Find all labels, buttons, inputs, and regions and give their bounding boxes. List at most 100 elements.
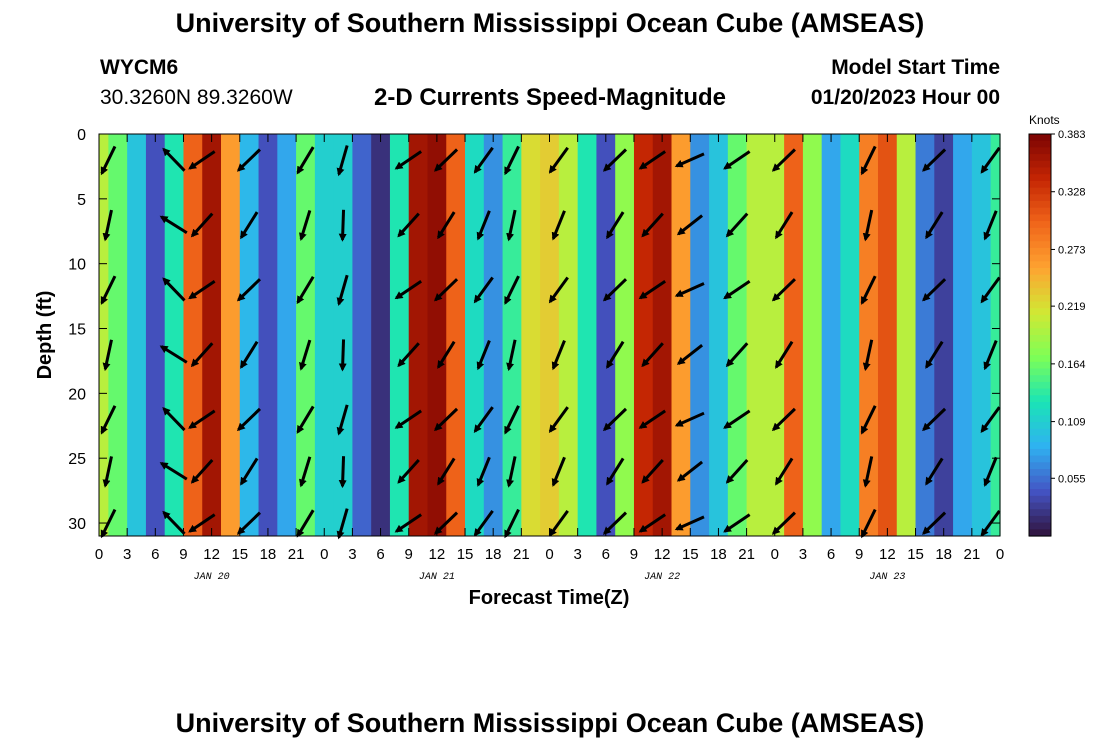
current-arrow — [602, 407, 628, 432]
current-arrow — [860, 275, 877, 305]
colorbar-segment — [1029, 281, 1051, 289]
current-arrow — [100, 405, 117, 435]
x-axis-label: Forecast Time(Z) — [469, 587, 630, 609]
colorbar-segment — [1029, 388, 1051, 396]
x-tick-label: 12 — [429, 546, 446, 563]
current-arrow — [476, 210, 491, 241]
heatmap-column — [802, 134, 823, 536]
current-arrow — [299, 456, 312, 488]
x-tick-label: 21 — [738, 546, 755, 563]
current-arrow — [725, 459, 749, 484]
colorbar-segment — [1029, 234, 1051, 242]
colorbar-segment — [1029, 515, 1051, 524]
heatmap-column — [821, 134, 842, 536]
colorbar-segment — [1029, 167, 1051, 175]
heatmap-column — [934, 134, 954, 536]
current-arrow — [159, 345, 188, 364]
colorbar-segment — [1029, 455, 1051, 463]
current-arrow — [397, 212, 420, 238]
colorbar-segment — [1029, 254, 1051, 262]
current-arrow — [473, 146, 494, 174]
current-arrow — [641, 212, 664, 238]
x-tick-label: 0 — [95, 546, 103, 563]
colorbar-segment — [1029, 154, 1051, 162]
current-arrow — [239, 340, 259, 369]
colorbar-segment — [1029, 435, 1051, 443]
current-arrow — [504, 275, 520, 305]
x-tick-label: 0 — [320, 546, 328, 563]
current-arrow — [394, 409, 422, 429]
current-arrow — [860, 405, 877, 435]
main-title: University of Southern Mississippi Ocean… — [175, 8, 925, 38]
colorbar-segment — [1029, 448, 1051, 457]
current-arrow — [434, 278, 459, 302]
current-arrow — [162, 147, 186, 172]
current-arrow — [922, 278, 947, 302]
current-arrow — [236, 278, 261, 302]
current-arrow — [473, 510, 494, 537]
current-arrow — [190, 212, 214, 238]
colorbar-segment — [1029, 381, 1051, 390]
heatmap-column — [746, 134, 766, 536]
current-arrow — [925, 211, 944, 240]
x-tick-label: 6 — [602, 546, 610, 563]
current-arrow — [336, 508, 349, 540]
current-arrow — [394, 279, 422, 300]
heatmap-column — [784, 134, 804, 536]
colorbar-tick-label: 0.273 — [1058, 244, 1086, 256]
current-arrow — [100, 508, 117, 539]
current-arrow — [983, 456, 998, 487]
heatmap-column — [99, 134, 109, 536]
heatmap-column — [953, 134, 973, 536]
x-tick-label: 18 — [485, 546, 502, 563]
current-arrow — [473, 276, 494, 304]
current-arrow — [236, 511, 261, 535]
colorbar-segment — [1029, 288, 1051, 296]
current-arrow — [434, 407, 459, 432]
x-tick-label: 21 — [964, 546, 981, 563]
current-arrow — [860, 145, 877, 176]
current-arrow — [676, 214, 704, 236]
current-arrow — [504, 508, 520, 539]
current-arrow — [771, 148, 796, 172]
current-arrow — [980, 146, 1001, 174]
current-arrow — [548, 146, 569, 174]
heatmap-column — [877, 134, 898, 536]
current-arrow — [338, 456, 347, 489]
colorbar-segment — [1029, 321, 1051, 329]
colorbar-segment — [1029, 261, 1051, 269]
colorbar-segment — [1029, 422, 1051, 430]
colorbar-segment — [1029, 415, 1051, 423]
current-arrow — [239, 211, 259, 240]
current-arrow — [638, 409, 667, 429]
current-arrow — [551, 456, 566, 487]
colorbar-segment — [1029, 274, 1051, 282]
current-arrow — [676, 344, 704, 365]
x-tick-label: 3 — [348, 546, 356, 563]
current-arrow — [548, 406, 569, 434]
current-arrow — [188, 513, 216, 533]
heatmap-column — [296, 134, 316, 536]
current-arrow — [296, 275, 315, 305]
x-tick-label: 12 — [879, 546, 896, 563]
current-arrow — [159, 461, 188, 481]
colorbar-segment — [1029, 160, 1051, 169]
current-arrow — [922, 511, 947, 535]
x-tick-label: 12 — [654, 546, 671, 563]
colorbar-segment — [1029, 227, 1051, 236]
heatmap-column — [727, 134, 748, 536]
heatmap-column — [840, 134, 860, 536]
current-arrow — [336, 274, 349, 306]
heatmap-column — [352, 134, 372, 536]
x-tick-label: 21 — [513, 546, 530, 563]
heatmap-column — [371, 134, 391, 536]
current-arrow — [434, 511, 459, 535]
current-arrow — [860, 508, 877, 539]
x-tick-label: 3 — [123, 546, 131, 563]
x-tick-label: 18 — [260, 546, 277, 563]
current-arrow — [551, 339, 566, 371]
current-arrow — [725, 212, 749, 238]
current-arrow — [723, 279, 751, 300]
heatmap-column — [577, 134, 598, 536]
current-arrow — [771, 278, 796, 302]
